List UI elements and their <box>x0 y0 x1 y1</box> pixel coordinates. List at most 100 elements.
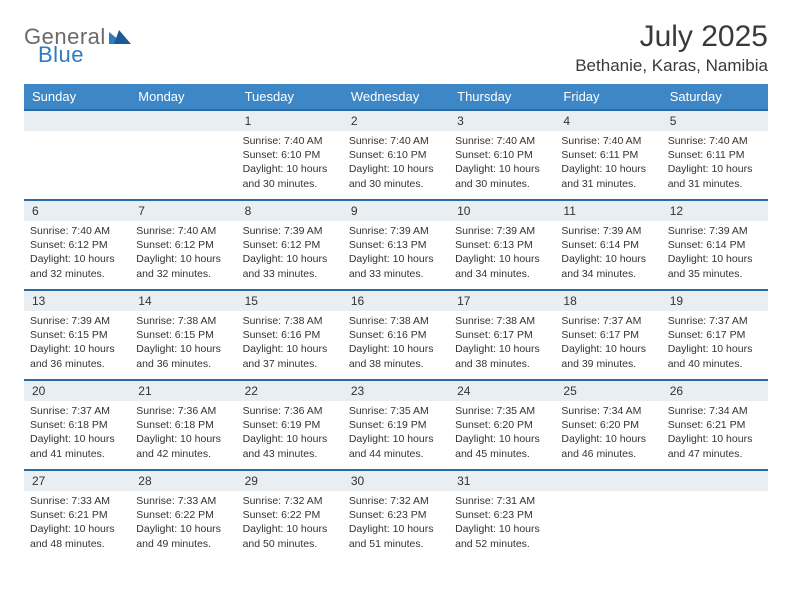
sunset-line: Sunset: 6:15 PM <box>30 328 124 342</box>
sunrise-line: Sunrise: 7:37 AM <box>668 314 762 328</box>
calendar-day-cell: 3 Sunrise: 7:40 AMSunset: 6:10 PMDaylight… <box>449 109 555 199</box>
sunrise-line: Sunrise: 7:35 AM <box>455 404 549 418</box>
daylight-line: Daylight: 10 hours and 40 minutes. <box>668 342 762 370</box>
day-number <box>662 469 768 491</box>
daylight-line: Daylight: 10 hours and 33 minutes. <box>243 252 337 280</box>
calendar-day-cell: 1Sunrise: 7:40 AMSunset: 6:10 PMDaylight… <box>237 109 343 199</box>
day-number: 9 <box>343 199 449 221</box>
calendar-day-cell: 28Sunrise: 7:33 AMSunset: 6:22 PMDayligh… <box>130 469 236 559</box>
calendar-day-cell: 30Sunrise: 7:32 AMSunset: 6:23 PMDayligh… <box>343 469 449 559</box>
day-number <box>130 109 236 131</box>
day-number: 30 <box>343 469 449 491</box>
sunset-line: Sunset: 6:18 PM <box>30 418 124 432</box>
day-details: Sunrise: 7:39 AMSunset: 6:14 PMDaylight:… <box>662 221 768 285</box>
calendar-body: 1Sunrise: 7:40 AMSunset: 6:10 PMDaylight… <box>24 109 768 559</box>
sunset-line: Sunset: 6:12 PM <box>243 238 337 252</box>
day-number: 18 <box>555 289 661 311</box>
sunrise-line: Sunrise: 7:40 AM <box>349 134 443 148</box>
sunrise-line: Sunrise: 7:33 AM <box>136 494 230 508</box>
brand-logo: General Blue <box>24 26 131 66</box>
calendar-table: Sunday Monday Tuesday Wednesday Thursday… <box>24 84 768 559</box>
daylight-line: Daylight: 10 hours and 34 minutes. <box>455 252 549 280</box>
sunset-line: Sunset: 6:23 PM <box>349 508 443 522</box>
sunset-line: Sunset: 6:12 PM <box>30 238 124 252</box>
calendar-week-row: 27Sunrise: 7:33 AMSunset: 6:21 PMDayligh… <box>24 469 768 559</box>
sunrise-line: Sunrise: 7:40 AM <box>455 134 549 148</box>
sunrise-line: Sunrise: 7:39 AM <box>668 224 762 238</box>
day-header: Friday <box>555 84 661 109</box>
day-number: 28 <box>130 469 236 491</box>
sunset-line: Sunset: 6:10 PM <box>455 148 549 162</box>
day-details: Sunrise: 7:40 AMSunset: 6:11 PMDaylight:… <box>555 131 661 195</box>
day-number: 6 <box>24 199 130 221</box>
calendar-day-cell: 14Sunrise: 7:38 AMSunset: 6:15 PMDayligh… <box>130 289 236 379</box>
day-number: 13 <box>24 289 130 311</box>
day-number: 29 <box>237 469 343 491</box>
daylight-line: Daylight: 10 hours and 38 minutes. <box>349 342 443 370</box>
day-details: Sunrise: 7:39 AMSunset: 6:13 PMDaylight:… <box>343 221 449 285</box>
day-details: Sunrise: 7:35 AMSunset: 6:19 PMDaylight:… <box>343 401 449 465</box>
calendar-week-row: 13Sunrise: 7:39 AMSunset: 6:15 PMDayligh… <box>24 289 768 379</box>
day-details <box>130 131 236 138</box>
calendar-day-cell: 23Sunrise: 7:35 AMSunset: 6:19 PMDayligh… <box>343 379 449 469</box>
day-details: Sunrise: 7:33 AMSunset: 6:22 PMDaylight:… <box>130 491 236 555</box>
day-number: 3 <box>449 109 555 131</box>
sunset-line: Sunset: 6:21 PM <box>30 508 124 522</box>
sunrise-line: Sunrise: 7:34 AM <box>561 404 655 418</box>
calendar-page: General Blue July 2025 Bethanie, Karas, … <box>0 0 792 612</box>
day-number: 24 <box>449 379 555 401</box>
daylight-line: Daylight: 10 hours and 47 minutes. <box>668 432 762 460</box>
day-header: Wednesday <box>343 84 449 109</box>
daylight-line: Daylight: 10 hours and 37 minutes. <box>243 342 337 370</box>
calendar-day-cell: 2Sunrise: 7:40 AMSunset: 6:10 PMDaylight… <box>343 109 449 199</box>
sunrise-line: Sunrise: 7:39 AM <box>30 314 124 328</box>
sunrise-line: Sunrise: 7:38 AM <box>455 314 549 328</box>
daylight-line: Daylight: 10 hours and 30 minutes. <box>349 162 443 190</box>
sunset-line: Sunset: 6:17 PM <box>561 328 655 342</box>
day-details: Sunrise: 7:40 AMSunset: 6:11 PMDaylight:… <box>662 131 768 195</box>
day-details: Sunrise: 7:39 AMSunset: 6:15 PMDaylight:… <box>24 311 130 375</box>
day-details: Sunrise: 7:40 AMSunset: 6:10 PMDaylight:… <box>237 131 343 195</box>
calendar-day-cell: 20Sunrise: 7:37 AMSunset: 6:18 PMDayligh… <box>24 379 130 469</box>
calendar-day-cell <box>662 469 768 559</box>
day-details: Sunrise: 7:40 AMSunset: 6:10 PMDaylight:… <box>343 131 449 195</box>
day-number: 19 <box>662 289 768 311</box>
calendar-day-cell: 9Sunrise: 7:39 AMSunset: 6:13 PMDaylight… <box>343 199 449 289</box>
calendar-day-cell: 12Sunrise: 7:39 AMSunset: 6:14 PMDayligh… <box>662 199 768 289</box>
daylight-line: Daylight: 10 hours and 48 minutes. <box>30 522 124 550</box>
day-number: 23 <box>343 379 449 401</box>
day-number: 26 <box>662 379 768 401</box>
calendar-day-cell: 24Sunrise: 7:35 AMSunset: 6:20 PMDayligh… <box>449 379 555 469</box>
day-number: 4 <box>555 109 661 131</box>
location-subtitle: Bethanie, Karas, Namibia <box>575 56 768 76</box>
day-number: 14 <box>130 289 236 311</box>
sunrise-line: Sunrise: 7:39 AM <box>243 224 337 238</box>
day-details: Sunrise: 7:37 AMSunset: 6:17 PMDaylight:… <box>662 311 768 375</box>
day-number: 20 <box>24 379 130 401</box>
sunrise-line: Sunrise: 7:39 AM <box>455 224 549 238</box>
sunrise-line: Sunrise: 7:35 AM <box>349 404 443 418</box>
daylight-line: Daylight: 10 hours and 30 minutes. <box>455 162 549 190</box>
calendar-day-cell: 4Sunrise: 7:40 AMSunset: 6:11 PMDaylight… <box>555 109 661 199</box>
sunset-line: Sunset: 6:12 PM <box>136 238 230 252</box>
sunrise-line: Sunrise: 7:38 AM <box>349 314 443 328</box>
calendar-day-cell: 31Sunrise: 7:31 AMSunset: 6:23 PMDayligh… <box>449 469 555 559</box>
day-details: Sunrise: 7:40 AMSunset: 6:12 PMDaylight:… <box>130 221 236 285</box>
sunset-line: Sunset: 6:16 PM <box>349 328 443 342</box>
sunset-line: Sunset: 6:15 PM <box>136 328 230 342</box>
daylight-line: Daylight: 10 hours and 32 minutes. <box>136 252 230 280</box>
calendar-day-cell <box>130 109 236 199</box>
daylight-line: Daylight: 10 hours and 38 minutes. <box>455 342 549 370</box>
sunrise-line: Sunrise: 7:31 AM <box>455 494 549 508</box>
calendar-day-cell: 10Sunrise: 7:39 AMSunset: 6:13 PMDayligh… <box>449 199 555 289</box>
day-header: Tuesday <box>237 84 343 109</box>
daylight-line: Daylight: 10 hours and 33 minutes. <box>349 252 443 280</box>
day-number <box>555 469 661 491</box>
day-number: 17 <box>449 289 555 311</box>
day-number: 5 <box>662 109 768 131</box>
sunrise-line: Sunrise: 7:32 AM <box>349 494 443 508</box>
daylight-line: Daylight: 10 hours and 31 minutes. <box>668 162 762 190</box>
calendar-day-cell: 22Sunrise: 7:36 AMSunset: 6:19 PMDayligh… <box>237 379 343 469</box>
sunset-line: Sunset: 6:16 PM <box>243 328 337 342</box>
day-details: Sunrise: 7:37 AMSunset: 6:17 PMDaylight:… <box>555 311 661 375</box>
